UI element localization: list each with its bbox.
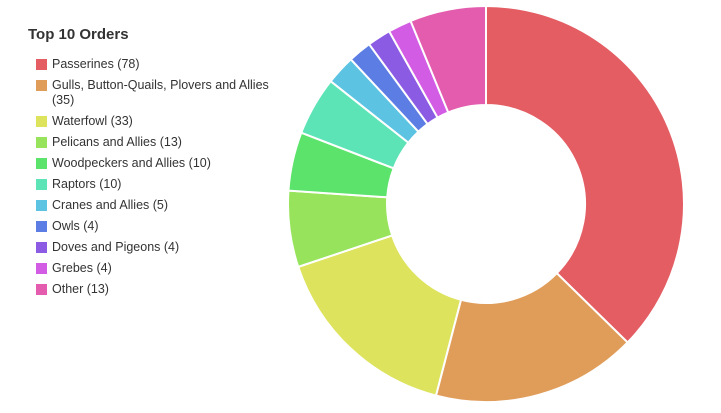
legend-item: Doves and Pigeons (4) [28,240,278,255]
chart-legend: Top 10 Orders Passerines (78) Gulls, Butt… [28,26,278,303]
legend-item: Raptors (10) [28,177,278,192]
legend-item: Owls (4) [28,219,278,234]
legend-item: Gulls, Button-Quails, Plovers and Allies… [28,78,278,108]
legend-swatch [36,116,47,127]
legend-label: Cranes and Allies (5) [52,198,169,212]
legend-label: Gulls, Button-Quails, Plovers and Allies… [52,78,269,107]
legend-swatch [36,263,47,274]
donut-slice[interactable] [485,4,685,344]
legend-item: Woodpeckers and Allies (10) [28,156,278,171]
legend-swatch [36,59,47,70]
legend-label: Raptors (10) [52,177,122,191]
legend-swatch [36,179,47,190]
legend-item: Waterfowl (33) [28,114,278,129]
donut-slice[interactable] [434,271,629,403]
legend-swatch [36,284,47,295]
legend-item: Other (13) [28,282,278,297]
legend-swatch [36,200,47,211]
legend-swatch [36,80,47,91]
legend-item: Cranes and Allies (5) [28,198,278,213]
legend-label: Owls (4) [52,219,99,233]
donut-slice[interactable] [296,234,463,397]
legend-swatch [36,221,47,232]
legend-swatch [36,158,47,169]
legend-list: Passerines (78) Gulls, Button-Quails, Plo… [28,57,278,297]
legend-swatch [36,137,47,148]
donut-slice[interactable] [409,4,487,114]
legend-item: Grebes (4) [28,261,278,276]
legend-item: Pelicans and Allies (13) [28,135,278,150]
legend-label: Grebes (4) [52,261,112,275]
legend-label: Other (13) [52,282,109,296]
legend-label: Woodpeckers and Allies (10) [52,156,211,170]
legend-item: Passerines (78) [28,57,278,72]
legend-swatch [36,242,47,253]
legend-label: Passerines (78) [52,57,140,71]
chart-title: Top 10 Orders [28,26,129,43]
legend-label: Doves and Pigeons (4) [52,240,180,254]
legend-label: Waterfowl (33) [52,114,133,128]
legend-label: Pelicans and Allies (13) [52,135,182,149]
